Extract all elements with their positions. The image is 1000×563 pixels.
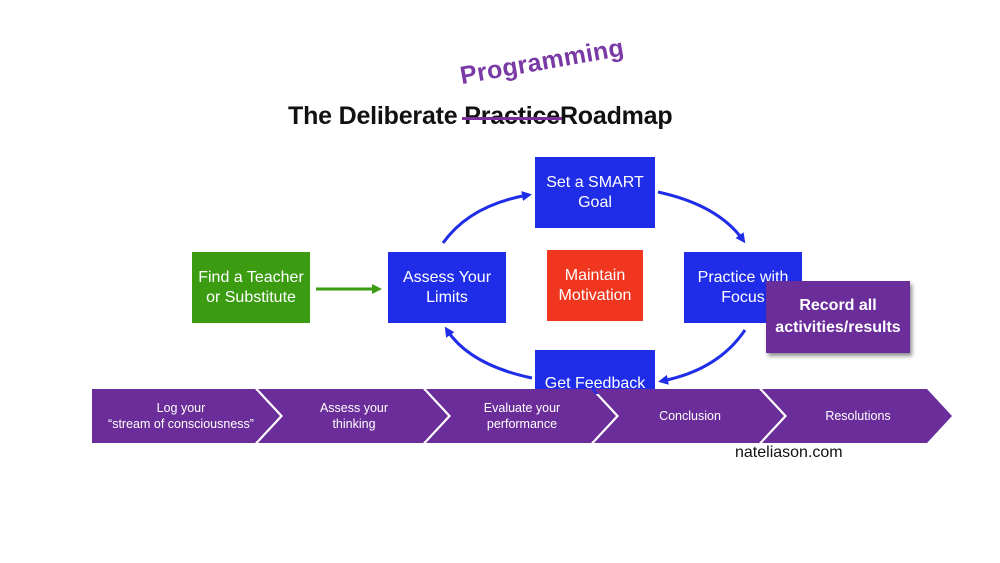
chevron-shape-5 [762,389,952,443]
record-activities-label: Record all activities/results [775,297,901,336]
chevron-shape-3 [426,389,616,443]
get-feedback-box: Get Feedback [535,350,655,394]
assess-limits-label: Assess Your Limits [402,268,492,306]
arrow-goal-to-practice [657,190,746,244]
get-feedback-label: Get Feedback [544,375,646,392]
chevron-2-line1: Assess your [319,401,389,415]
chevron-shape-2 [258,389,448,443]
maintain-motivation-label: Maintain Motivation [558,266,632,304]
arrow-assess-to-goal [441,191,532,244]
maintain-motivation-box: Maintain Motivation [547,250,643,321]
chevron-conclusion: Conclusion [611,389,769,443]
smart-goal-label: Set a SMART Goal [546,173,644,211]
diagram-title: The Deliberate PracticeRoadmap [288,102,673,131]
chevron-2-line2: thinking [332,417,376,431]
chevron-resolutions: Resolutions [779,389,937,443]
chevron-shape-4 [594,389,784,443]
chevron-1-line2: “stream of consciousness” [108,417,254,431]
assess-limits-box: Assess Your Limits [388,252,506,323]
smart-goal-box: Set a SMART Goal [535,157,655,228]
chevron-3-line2: performance [486,417,558,431]
arrow-practice-to-feedback [658,329,747,385]
chevron-assess-thinking: Assess your thinking [275,389,433,443]
find-teacher-box: Find a Teacher or Substitute [192,252,310,323]
record-activities-box: Record all activities/results [766,281,910,353]
title-suffix: Roadmap [559,102,673,130]
chevron-5-line1: Resolutions [825,409,891,423]
chevron-log-consciousness: Log your “stream of consciousness” [92,389,270,443]
chevron-3-line1: Evaluate your [483,401,561,415]
title-struck-word: Practice [464,102,560,130]
chevron-evaluate-performance: Evaluate your performance [443,389,601,443]
find-teacher-label: Find a Teacher or Substitute [198,268,304,306]
source-watermark: nateliason.com [735,444,843,461]
chevron-shape-1 [92,389,280,443]
chevron-1-line1: Log your [156,401,206,415]
title-prefix: The Deliberate [288,102,458,130]
practice-focus-label: Practice with Focus [697,268,789,306]
chevron-4-line1: Conclusion [659,409,721,423]
arrow-feedback-to-assess [444,326,533,380]
